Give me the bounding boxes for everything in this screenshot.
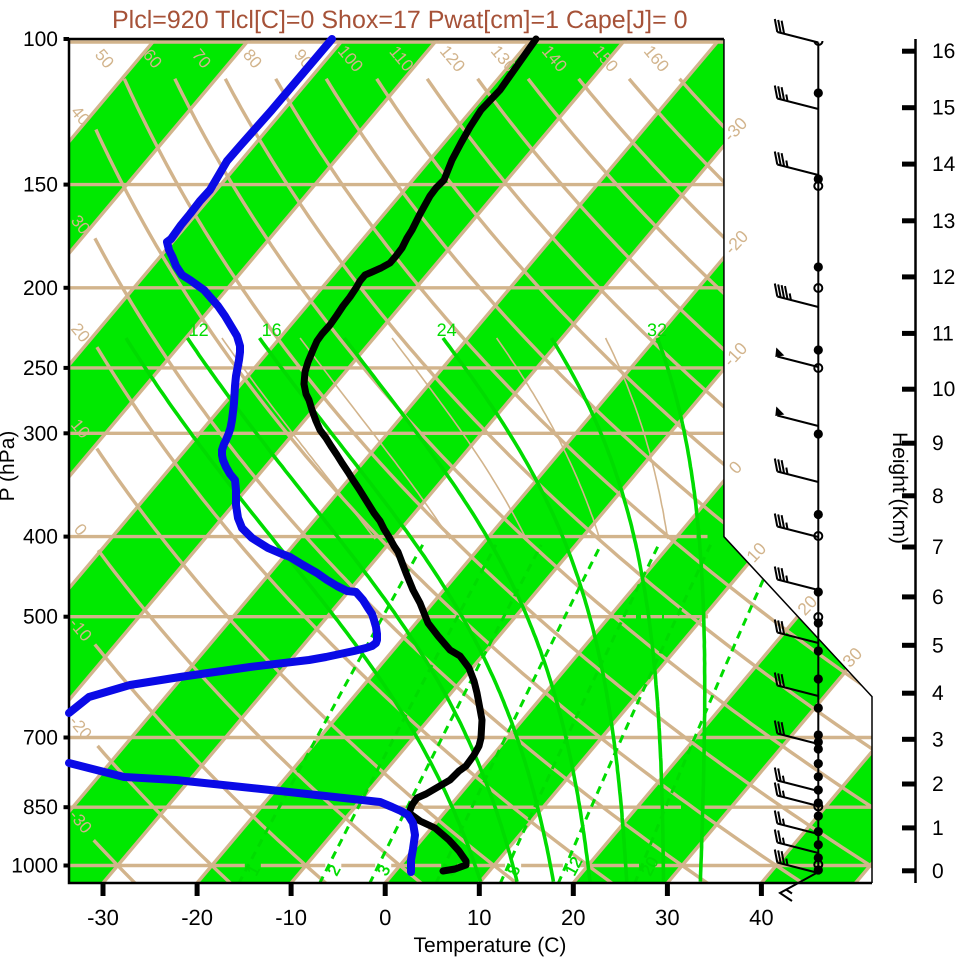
svg-text:100: 100 — [23, 28, 58, 51]
svg-text:10: 10 — [932, 378, 955, 401]
svg-text:7: 7 — [932, 536, 944, 559]
svg-text:12: 12 — [932, 266, 955, 289]
svg-text:11: 11 — [932, 322, 954, 345]
svg-text:Plcl=920 Tlcl[C]=0 Shox=17 Pwa: Plcl=920 Tlcl[C]=0 Shox=17 Pwat[cm]=1 Ca… — [112, 6, 688, 34]
svg-text:200: 200 — [23, 277, 58, 300]
svg-text:300: 300 — [23, 422, 58, 445]
svg-text:P (hPa): P (hPa) — [0, 431, 19, 502]
svg-text:500: 500 — [23, 606, 58, 629]
svg-text:13: 13 — [932, 210, 955, 233]
svg-text:8: 8 — [932, 485, 944, 508]
svg-text:0: 0 — [379, 905, 391, 930]
svg-text:30: 30 — [655, 905, 679, 930]
svg-text:40: 40 — [749, 905, 773, 930]
svg-text:32: 32 — [647, 320, 667, 340]
svg-text:Temperature (C): Temperature (C) — [414, 934, 567, 957]
svg-text:15: 15 — [932, 97, 955, 120]
svg-text:1000: 1000 — [11, 855, 58, 878]
svg-text:16: 16 — [262, 320, 282, 340]
svg-text:-30: -30 — [87, 905, 119, 930]
svg-text:Height (Km): Height (Km) — [888, 432, 911, 544]
svg-text:4: 4 — [932, 682, 944, 705]
svg-text:-20: -20 — [181, 905, 213, 930]
svg-text:14: 14 — [932, 153, 956, 176]
svg-text:0: 0 — [932, 860, 944, 883]
svg-text:20: 20 — [561, 905, 585, 930]
svg-text:3: 3 — [932, 728, 944, 751]
svg-text:9: 9 — [932, 432, 944, 455]
svg-text:5: 5 — [932, 634, 944, 657]
svg-text:700: 700 — [23, 727, 58, 750]
svg-text:1: 1 — [932, 817, 944, 840]
svg-text:10: 10 — [467, 905, 491, 930]
svg-text:150: 150 — [23, 174, 58, 197]
svg-text:250: 250 — [23, 357, 58, 380]
svg-text:12: 12 — [189, 320, 209, 340]
svg-text:850: 850 — [23, 796, 58, 819]
svg-text:2: 2 — [932, 773, 944, 796]
svg-text:400: 400 — [23, 526, 58, 549]
svg-text:16: 16 — [932, 40, 955, 63]
svg-text:-10: -10 — [275, 905, 307, 930]
svg-text:24: 24 — [437, 320, 457, 340]
svg-text:6: 6 — [932, 586, 944, 609]
